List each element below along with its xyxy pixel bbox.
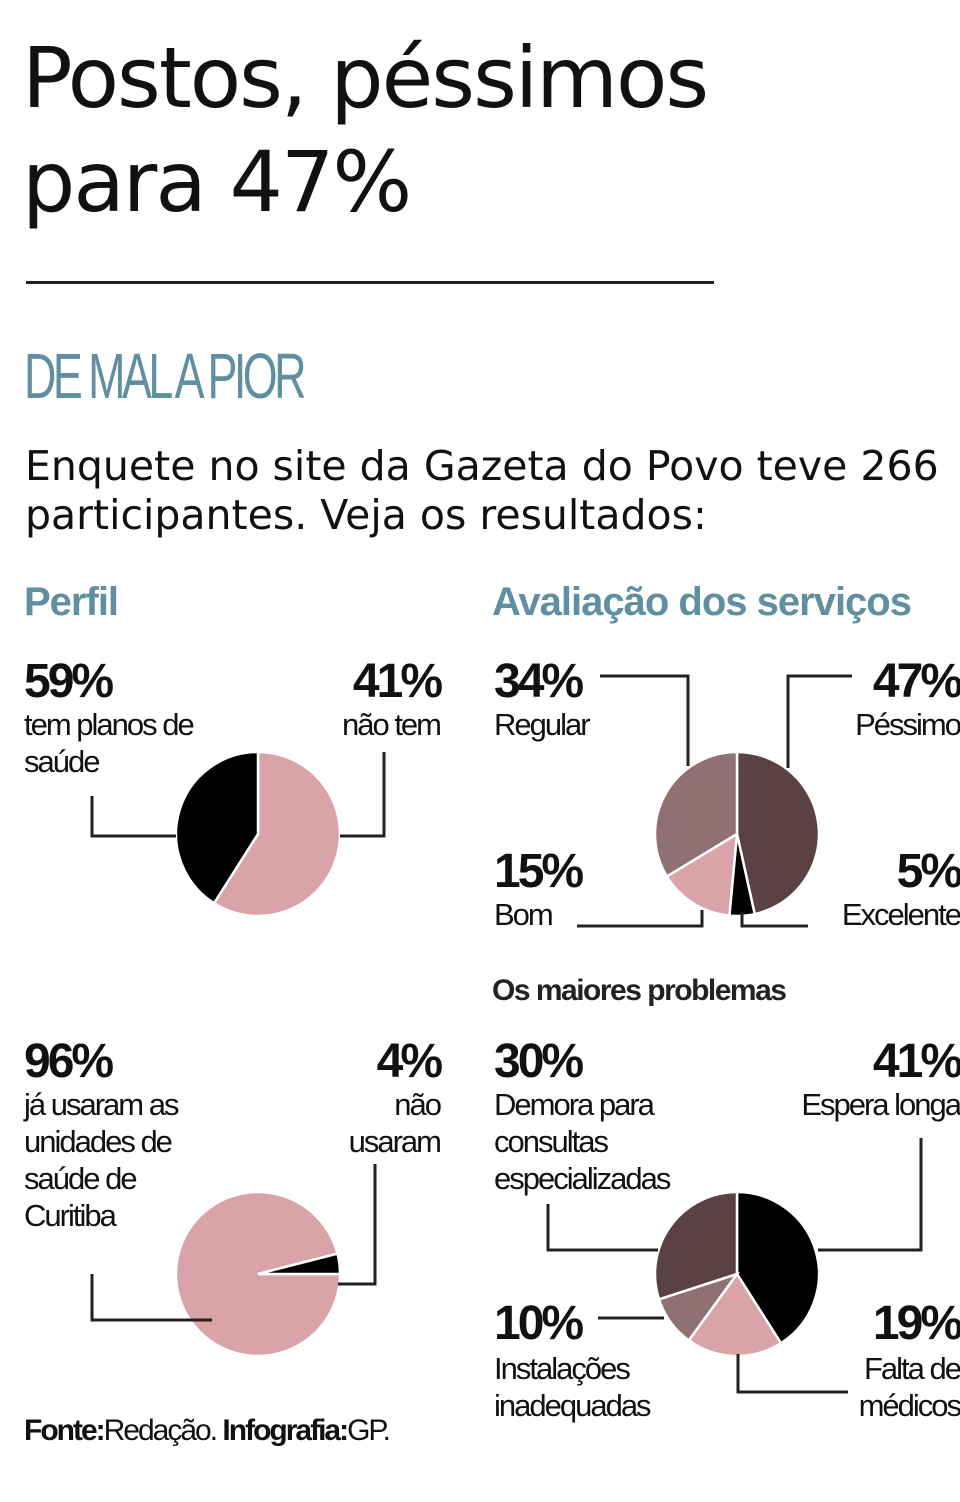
label-bom: Bom xyxy=(494,897,554,932)
pct-bom: 15% xyxy=(494,845,584,898)
leader-regular xyxy=(600,674,690,766)
leader-pessimo xyxy=(786,674,852,768)
pie-problemas xyxy=(653,1190,821,1358)
leader-demora xyxy=(546,1204,658,1252)
pct-demora: 30% xyxy=(494,1035,584,1088)
problems-heading: Os maiores problemas xyxy=(492,974,787,1007)
label-nao-usaram: não usaram xyxy=(348,1087,442,1159)
label-excelente: Excelente xyxy=(841,897,960,932)
pie-slice-2-2 xyxy=(665,831,739,918)
label-ja-usaram: já usaram as unidades de saúde de Curiti… xyxy=(24,1087,179,1233)
pie-slice-0-1 xyxy=(174,750,260,905)
pct-regular: 34% xyxy=(494,655,584,708)
title-divider xyxy=(26,281,714,284)
pie-slice-1-1 xyxy=(257,1252,342,1276)
pct-ja-usaram: 96% xyxy=(24,1035,114,1088)
label-nao-tem: não tem xyxy=(341,707,442,742)
leader-bom xyxy=(577,910,704,928)
pie-slice-0-0 xyxy=(212,750,342,918)
credit-text: GP. xyxy=(347,1414,391,1447)
label-tem-planos: tem planos de saúde xyxy=(24,707,195,779)
pct-instalacoes: 10% xyxy=(494,1297,584,1350)
pie-avaliacao xyxy=(653,750,821,918)
leader-excelente xyxy=(740,912,808,928)
leader-tem-planos xyxy=(90,796,176,838)
source-line: Fonte:Redação. Infografia:GP. xyxy=(24,1414,391,1448)
pie-perfil-planos xyxy=(174,750,342,918)
leader-espera xyxy=(818,1138,923,1252)
label-instalacoes: Instalações inadequadas xyxy=(494,1351,652,1423)
avaliacao-heading: Avaliação dos serviços xyxy=(492,580,912,624)
source-label: Fonte: xyxy=(24,1414,106,1447)
headline: Postos, péssimos para 47% xyxy=(22,29,709,231)
pct-pessimo: 47% xyxy=(872,655,960,708)
label-regular: Regular xyxy=(494,707,591,742)
pct-nao-usaram: 4% xyxy=(376,1035,443,1088)
pct-nao-tem: 41% xyxy=(352,655,443,708)
intro-text: Enquete no site da Gazeta do Povo teve 2… xyxy=(25,442,939,539)
pct-falta-medicos: 19% xyxy=(872,1297,960,1350)
pie-slice-3-3 xyxy=(653,1190,739,1301)
pie-slice-3-1 xyxy=(687,1271,783,1358)
label-demora: Demora para consultas especializadas xyxy=(494,1087,671,1196)
label-pessimo: Péssimo xyxy=(855,707,960,742)
pct-excelente: 5% xyxy=(896,845,960,898)
pct-tem-planos: 59% xyxy=(24,655,114,708)
label-espera: Espera longa xyxy=(801,1087,960,1122)
credit-label: Infografia: xyxy=(222,1414,349,1447)
leader-falta-medicos xyxy=(736,1354,848,1394)
pie-slice-2-3 xyxy=(653,750,739,879)
leader-nao-tem xyxy=(340,752,386,838)
perfil-heading: Perfil xyxy=(24,580,119,624)
leader-ja-usaram xyxy=(90,1274,212,1322)
pct-espera: 41% xyxy=(872,1035,960,1088)
section-title: DE MAL A PIOR xyxy=(24,340,306,412)
leader-nao-usaram xyxy=(338,1164,377,1286)
pie-slice-2-0 xyxy=(735,750,821,916)
label-falta-medicos: Falta de médicos xyxy=(858,1351,960,1423)
source-text: Redação. xyxy=(103,1414,218,1447)
pie-perfil-uso xyxy=(174,1190,342,1358)
